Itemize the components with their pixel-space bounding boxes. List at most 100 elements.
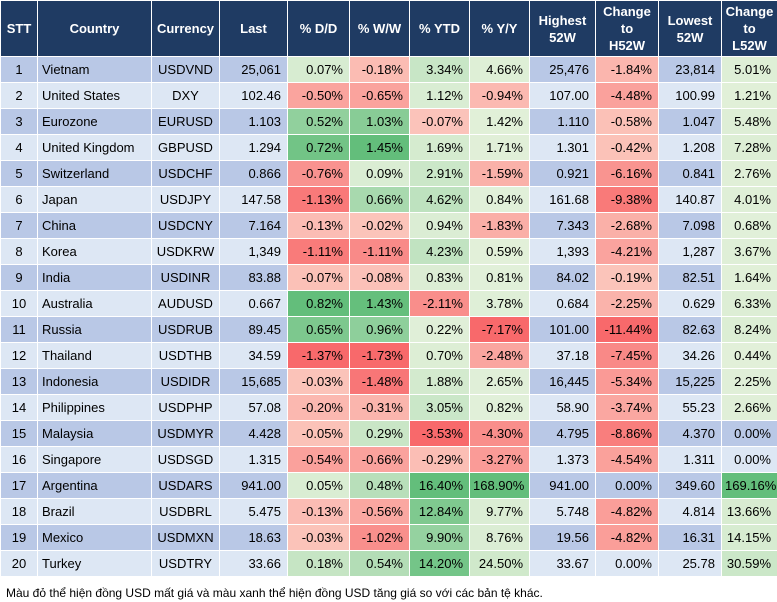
cell-d-d: -0.03%	[287, 524, 350, 551]
table-row: 15 Malaysia USDMYR 4.428 -0.05% 0.29% -3.53% -4…	[0, 420, 777, 447]
cell-stt: 19	[0, 524, 38, 551]
cell-lowest-52w: 0.629	[658, 290, 722, 317]
cell-change-to-l52w: 2.76%	[721, 160, 777, 187]
cell-highest-52w: 7.343	[529, 212, 596, 239]
cell-y-y: -1.59%	[469, 160, 530, 187]
cell-lowest-52w: 25.78	[658, 550, 722, 577]
cell-ytd: 0.70%	[409, 342, 470, 369]
cell-highest-52w: 1.301	[529, 134, 596, 161]
cell-country: United States	[37, 82, 152, 109]
cell-country: India	[37, 264, 152, 291]
cell-y-y: -2.48%	[469, 342, 530, 369]
col-header-y-y: % Y/Y	[469, 0, 530, 57]
cell-currency: EURUSD	[151, 108, 220, 135]
cell-highest-52w: 16,445	[529, 368, 596, 395]
table-row: 1 Vietnam USDVND 25,061 0.07% -0.18% 3.34% 4.66…	[0, 56, 777, 83]
cell-lowest-52w: 1,287	[658, 238, 722, 265]
cell-last: 34.59	[219, 342, 288, 369]
cell-y-y: -4.30%	[469, 420, 530, 447]
cell-change-to-l52w: 1.64%	[721, 264, 777, 291]
footnote: Màu đỏ thể hiện đồng USD mất giá và màu …	[6, 586, 543, 600]
cell-y-y: 0.82%	[469, 394, 530, 421]
cell-country: Brazil	[37, 498, 152, 525]
cell-stt: 13	[0, 368, 38, 395]
cell-d-d: -1.13%	[287, 186, 350, 213]
cell-highest-52w: 33.67	[529, 550, 596, 577]
cell-last: 1,349	[219, 238, 288, 265]
cell-highest-52w: 25,476	[529, 56, 596, 83]
cell-highest-52w: 37.18	[529, 342, 596, 369]
cell-last: 4.428	[219, 420, 288, 447]
cell-change-to-h52w: -7.45%	[595, 342, 659, 369]
cell-w-w: -1.73%	[349, 342, 410, 369]
col-header-line: % Y/Y	[481, 21, 518, 36]
cell-change-to-l52w: 0.00%	[721, 446, 777, 473]
cell-change-to-l52w: 2.66%	[721, 394, 777, 421]
col-header-line: STT	[6, 21, 32, 36]
cell-country: Japan	[37, 186, 152, 213]
cell-lowest-52w: 4.814	[658, 498, 722, 525]
cell-highest-52w: 941.00	[529, 472, 596, 499]
cell-w-w: 0.96%	[349, 316, 410, 343]
cell-country: Argentina	[37, 472, 152, 499]
cell-d-d: 0.05%	[287, 472, 350, 499]
cell-currency: USDPHP	[151, 394, 220, 421]
cell-country: Indonesia	[37, 368, 152, 395]
col-header-line: Change	[603, 4, 651, 19]
cell-ytd: 1.12%	[409, 82, 470, 109]
table-row: 12 Thailand USDTHB 34.59 -1.37% -1.73% 0.70% -2…	[0, 342, 777, 369]
cell-change-to-h52w: -0.58%	[595, 108, 659, 135]
cell-stt: 16	[0, 446, 38, 473]
cell-y-y: -0.94%	[469, 82, 530, 109]
cell-y-y: 24.50%	[469, 550, 530, 577]
col-header-w-w: % W/W	[349, 0, 410, 57]
col-header-line: to	[743, 21, 756, 36]
cell-currency: USDARS	[151, 472, 220, 499]
cell-d-d: -0.13%	[287, 498, 350, 525]
cell-w-w: 0.48%	[349, 472, 410, 499]
table-row: 3 Eurozone EURUSD 1.103 0.52% 1.03% -0.07% 1.42…	[0, 108, 777, 135]
cell-ytd: 14.20%	[409, 550, 470, 577]
cell-highest-52w: 1,393	[529, 238, 596, 265]
cell-currency: DXY	[151, 82, 220, 109]
cell-lowest-52w: 1.047	[658, 108, 722, 135]
cell-w-w: -0.65%	[349, 82, 410, 109]
col-header-ytd: % YTD	[409, 0, 470, 57]
table-row: 19 Mexico USDMXN 18.63 -0.03% -1.02% 9.90% 8.76…	[0, 524, 777, 551]
cell-currency: AUDUSD	[151, 290, 220, 317]
cell-lowest-52w: 34.26	[658, 342, 722, 369]
cell-d-d: -0.05%	[287, 420, 350, 447]
cell-stt: 11	[0, 316, 38, 343]
cell-change-to-h52w: -0.42%	[595, 134, 659, 161]
cell-d-d: -0.54%	[287, 446, 350, 473]
cell-change-to-l52w: 1.21%	[721, 82, 777, 109]
cell-country: Philippines	[37, 394, 152, 421]
cell-stt: 9	[0, 264, 38, 291]
cell-change-to-l52w: 3.67%	[721, 238, 777, 265]
cell-ytd: 12.84%	[409, 498, 470, 525]
cell-w-w: 0.29%	[349, 420, 410, 447]
cell-w-w: -1.48%	[349, 368, 410, 395]
cell-change-to-h52w: -5.34%	[595, 368, 659, 395]
cell-country: United Kingdom	[37, 134, 152, 161]
cell-change-to-l52w: 8.24%	[721, 316, 777, 343]
cell-ytd: 4.23%	[409, 238, 470, 265]
cell-change-to-h52w: -4.48%	[595, 82, 659, 109]
cell-ytd: -0.07%	[409, 108, 470, 135]
cell-country: Australia	[37, 290, 152, 317]
col-header-line: to	[620, 21, 634, 36]
cell-lowest-52w: 7.098	[658, 212, 722, 239]
cell-last: 1.294	[219, 134, 288, 161]
cell-country: Russia	[37, 316, 152, 343]
cell-y-y: 2.65%	[469, 368, 530, 395]
cell-d-d: 0.52%	[287, 108, 350, 135]
table-row: 16 Singapore USDSGD 1.315 -0.54% -0.66% -0.29%…	[0, 446, 777, 473]
cell-currency: USDTRY	[151, 550, 220, 577]
col-header-change-to-h52w: Change to H52W	[595, 0, 659, 57]
cell-ytd: 3.05%	[409, 394, 470, 421]
cell-stt: 18	[0, 498, 38, 525]
cell-change-to-h52w: -2.68%	[595, 212, 659, 239]
cell-last: 7.164	[219, 212, 288, 239]
col-header-line: % D/D	[299, 21, 338, 36]
cell-change-to-h52w: -4.54%	[595, 446, 659, 473]
